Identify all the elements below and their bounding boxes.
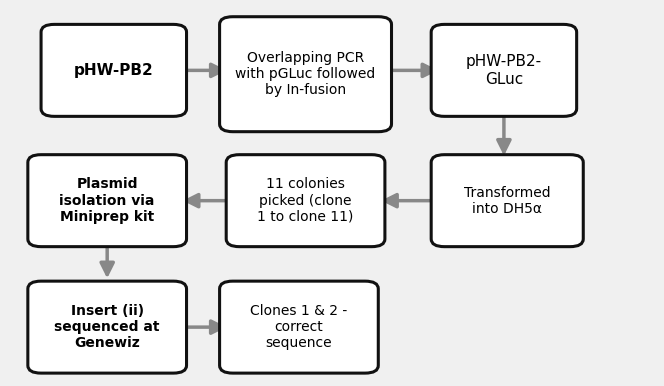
Text: Insert (ii)
sequenced at
Genewiz: Insert (ii) sequenced at Genewiz	[54, 304, 160, 350]
Text: pHW-PB2-
GLuc: pHW-PB2- GLuc	[466, 54, 542, 86]
FancyBboxPatch shape	[226, 155, 385, 247]
Text: Plasmid
isolation via
Miniprep kit: Plasmid isolation via Miniprep kit	[60, 178, 155, 224]
FancyBboxPatch shape	[431, 155, 583, 247]
Text: Clones 1 & 2 -
correct
sequence: Clones 1 & 2 - correct sequence	[250, 304, 347, 350]
FancyBboxPatch shape	[28, 281, 187, 373]
FancyBboxPatch shape	[220, 281, 378, 373]
FancyBboxPatch shape	[431, 24, 576, 116]
Text: Transformed
into DH5α: Transformed into DH5α	[464, 186, 550, 216]
Text: Overlapping PCR
with pGLuc followed
by In-fusion: Overlapping PCR with pGLuc followed by I…	[236, 51, 376, 97]
Text: 11 colonies
picked (clone
1 to clone 11): 11 colonies picked (clone 1 to clone 11)	[258, 178, 354, 224]
FancyBboxPatch shape	[41, 24, 187, 116]
Text: pHW-PB2: pHW-PB2	[74, 63, 153, 78]
FancyBboxPatch shape	[28, 155, 187, 247]
FancyBboxPatch shape	[220, 17, 392, 132]
